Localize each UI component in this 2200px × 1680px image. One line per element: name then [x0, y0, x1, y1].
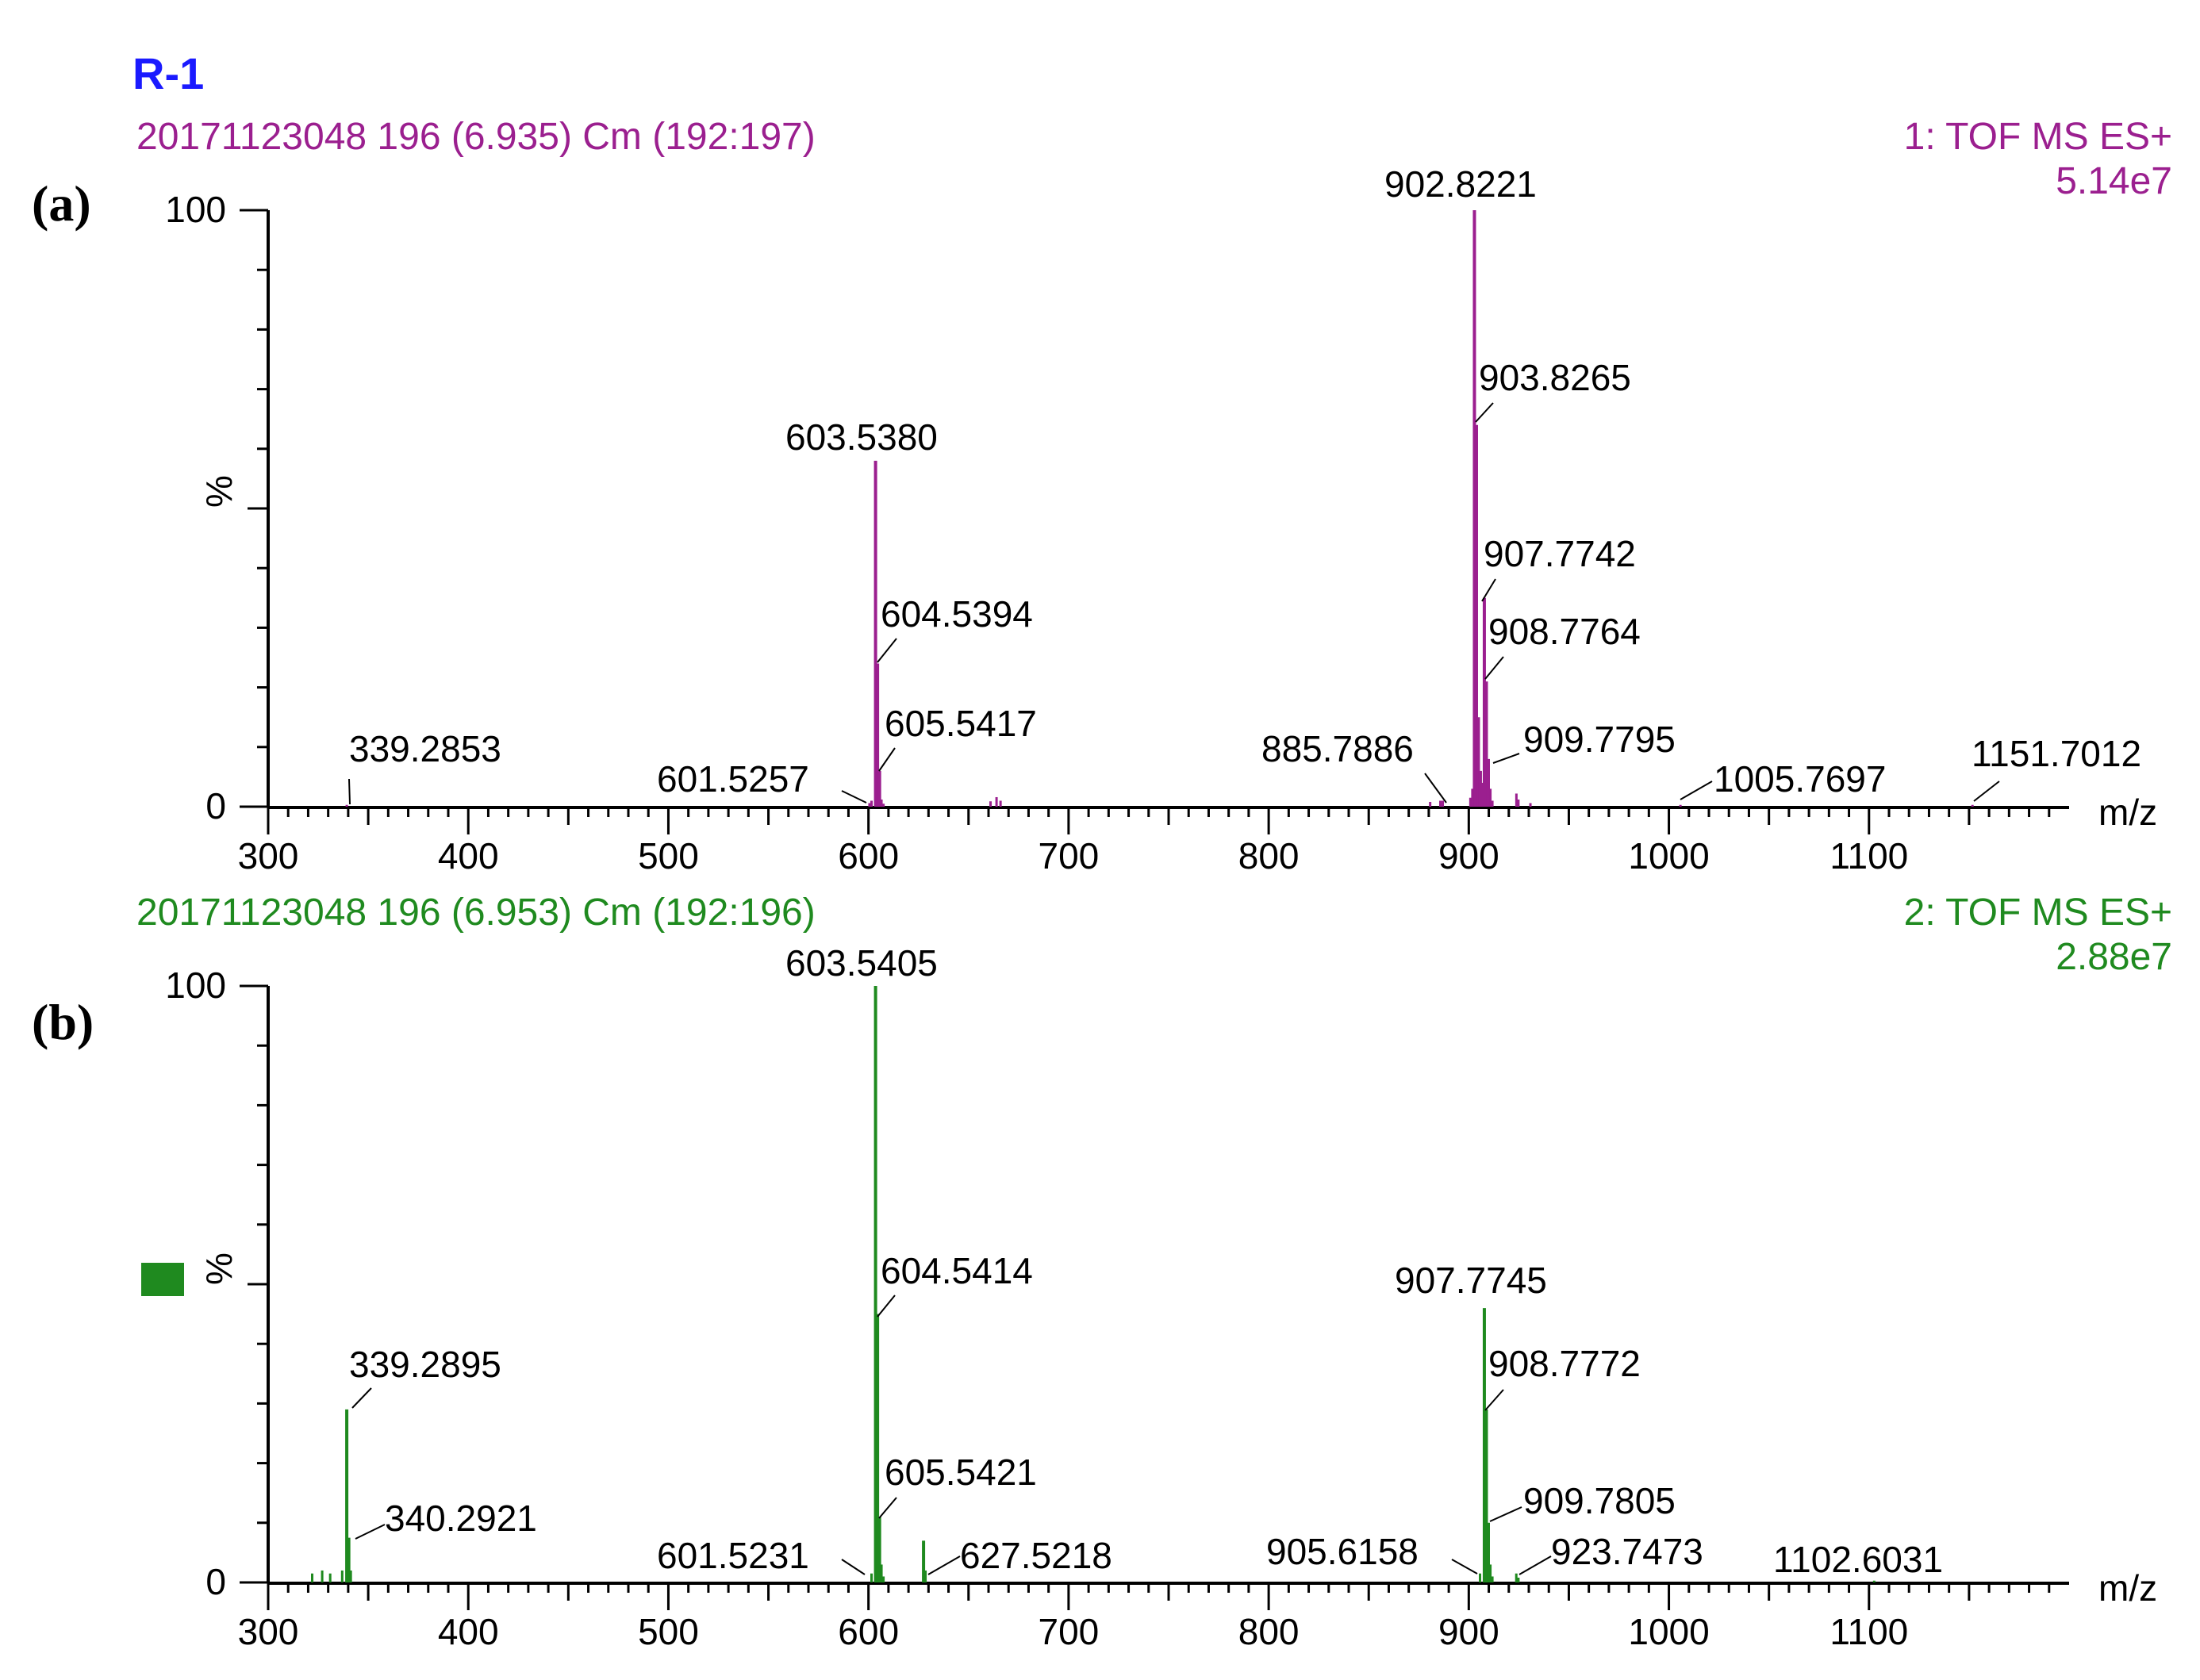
- x-tick-label: 300: [238, 1611, 299, 1652]
- panel-b-ytick-100: 100: [165, 965, 226, 1006]
- peak-label: 908.7772: [1488, 1343, 1641, 1384]
- panel-a-xlabel: m/z: [2098, 792, 2157, 833]
- peak-label-leader: [1489, 1506, 1522, 1522]
- x-tick-label: 700: [1039, 1611, 1100, 1652]
- peak-label-leader: [878, 747, 896, 772]
- peak-label-leader: [877, 1295, 896, 1318]
- x-tick-label: 1000: [1628, 835, 1709, 876]
- peak-label: 339.2853: [349, 728, 501, 769]
- x-tick-label: 600: [838, 835, 899, 876]
- peak-label: 627.5218: [960, 1535, 1112, 1576]
- panel-b-peak-labels: 339.2895 340.2921 601.5231 603.5405 604.5414…: [349, 942, 1943, 1580]
- peak-label-leader: [1484, 656, 1504, 680]
- peak-label: 605.5421: [885, 1452, 1037, 1493]
- peak-label-leader: [355, 1524, 386, 1540]
- panel-a: (a) 20171123048 196 (6.935) Cm (192:197)…: [32, 116, 2172, 876]
- panel-a-peak-labels: 339.2853 601.5257 603.5380 604.5394 605.5417…: [348, 163, 2141, 805]
- peak-label: 907.7742: [1484, 533, 1636, 574]
- x-tick-label: 300: [238, 835, 299, 876]
- panel-b-peaks: [310, 986, 1876, 1582]
- panel-b: (b) 20171123048 196 (6.953) Cm (192:196)…: [32, 892, 2172, 1652]
- peak-label-leader: [1492, 753, 1520, 764]
- peak-label-leader: [841, 1559, 866, 1575]
- peak-label-leader: [1484, 1389, 1504, 1411]
- panel-b-axes: [240, 984, 2069, 1610]
- x-tick-label: 500: [638, 1611, 699, 1652]
- peak-label: 902.8221: [1384, 163, 1537, 205]
- panel-a-ytick-100: 100: [165, 189, 226, 230]
- peak-label: 603.5380: [785, 416, 938, 458]
- x-tick-label: 1000: [1628, 1611, 1709, 1652]
- x-tick-label: 500: [638, 835, 699, 876]
- panel-b-x-tick-labels: 300 400 500 600 700 800 900 1000 1100: [238, 1611, 1909, 1652]
- peak-label-leader: [1475, 402, 1494, 423]
- panel-a-label: (a): [32, 175, 91, 232]
- panel-a-axes: [240, 209, 2069, 834]
- panel-b-intensity: 2.88e7: [2056, 936, 2172, 978]
- panel-a-x-tick-labels: 300 400 500 600 700 800 900 1000 1100: [238, 835, 1909, 876]
- peak-label-leader: [1451, 1559, 1478, 1575]
- peak-label: 1102.6031: [1773, 1539, 1943, 1580]
- panel-a-function: 1: TOF MS ES+: [1904, 116, 2172, 158]
- panel-b-function: 2: TOF MS ES+: [1904, 892, 2172, 934]
- panel-a-ytick-0: 0: [205, 785, 226, 827]
- x-tick-label: 900: [1438, 1611, 1499, 1652]
- legend-swatch: [141, 1263, 184, 1296]
- peak-label-leader: [1481, 578, 1496, 602]
- peak-label: 909.7795: [1523, 719, 1676, 760]
- panel-a-peaks: [345, 210, 1974, 807]
- peak-label-leader: [1518, 1555, 1552, 1575]
- x-tick-label: 800: [1238, 1611, 1300, 1652]
- peak-label: 903.8265: [1479, 357, 1631, 398]
- panel-b-scan-info: 20171123048 196 (6.953) Cm (192:196): [136, 892, 816, 934]
- x-tick-label: 800: [1238, 835, 1300, 876]
- peak-label-leader: [348, 778, 351, 805]
- peak-label: 604.5414: [881, 1250, 1033, 1291]
- peak-label-leader: [1424, 773, 1447, 804]
- peak-label: 907.7745: [1395, 1260, 1547, 1301]
- peak-label-leader: [1680, 781, 1713, 800]
- peak-label: 339.2895: [349, 1344, 501, 1385]
- figure-title: R-1: [132, 48, 204, 98]
- peak-label: 923.7473: [1551, 1531, 1703, 1572]
- peak-label: 909.7805: [1523, 1480, 1676, 1521]
- panel-a-ylabel: %: [198, 475, 240, 508]
- peak-label: 905.6158: [1266, 1531, 1419, 1572]
- peak-label: 1151.7012: [1972, 733, 2141, 774]
- peak-label-leader: [841, 790, 867, 804]
- panel-a-scan-info: 20171123048 196 (6.935) Cm (192:197): [136, 116, 816, 158]
- peak-label-leader: [878, 1497, 897, 1519]
- x-tick-label: 700: [1039, 835, 1100, 876]
- x-tick-label: 1100: [1829, 835, 1908, 876]
- peak-label: 604.5394: [881, 593, 1033, 635]
- x-tick-label: 400: [438, 835, 499, 876]
- panel-b-xlabel: m/z: [2098, 1567, 2157, 1609]
- panel-b-label: (b): [32, 994, 94, 1050]
- panel-a-intensity: 5.14e7: [2056, 160, 2172, 202]
- x-tick-label: 1100: [1829, 1611, 1908, 1652]
- peak-label: 885.7886: [1261, 728, 1414, 769]
- peak-label-leader: [351, 1387, 372, 1409]
- peak-label-leader: [1973, 781, 2000, 802]
- peak-label: 1005.7697: [1714, 758, 1886, 800]
- peak-label-leader: [877, 638, 897, 663]
- x-tick-label: 600: [838, 1611, 899, 1652]
- peak-label: 601.5257: [657, 758, 809, 800]
- peak-label: 605.5417: [885, 703, 1037, 744]
- peak-label: 601.5231: [657, 1535, 809, 1576]
- peak-label: 908.7764: [1488, 611, 1641, 652]
- panel-b-ytick-0: 0: [205, 1561, 226, 1602]
- panel-b-ylabel: %: [198, 1252, 240, 1285]
- peak-label: 340.2921: [385, 1498, 537, 1539]
- x-tick-label: 900: [1438, 835, 1499, 876]
- peak-label: 603.5405: [785, 942, 938, 984]
- x-tick-label: 400: [438, 1611, 499, 1652]
- peak-label-leader: [927, 1555, 961, 1575]
